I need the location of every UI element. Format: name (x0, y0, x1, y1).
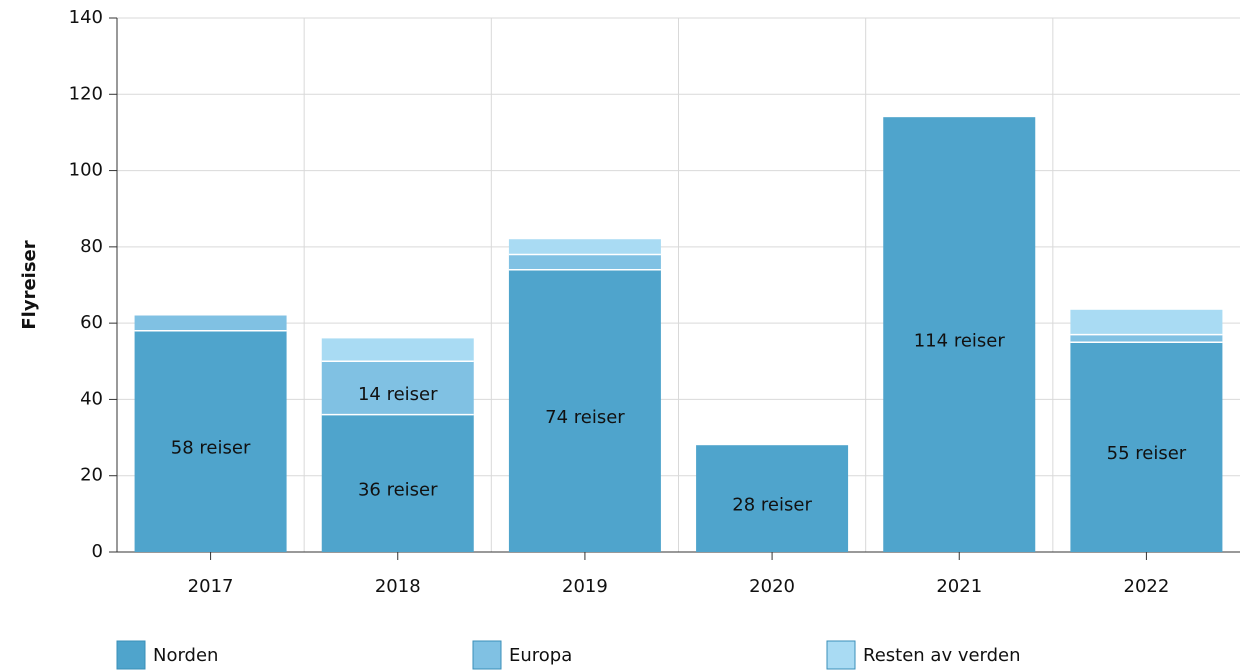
bar-segment (321, 414, 474, 552)
x-tick-label: 2022 (1124, 576, 1170, 597)
data-label: 58 reiser (171, 437, 251, 458)
data-label: 36 reiser (358, 479, 438, 500)
data-label: 55 reiser (1107, 443, 1187, 464)
x-tick-label: 2021 (936, 576, 982, 597)
legend-label: Europa (509, 645, 572, 666)
x-tick-label: 2018 (375, 576, 421, 597)
legend-label: Norden (153, 645, 218, 666)
y-tick-label: 100 (69, 160, 103, 181)
data-label: 114 reiser (914, 331, 1006, 352)
x-tick-label: 2019 (562, 576, 608, 597)
bar-segment (696, 445, 849, 552)
bar-segment (321, 338, 474, 362)
y-tick-label: 60 (80, 312, 103, 333)
legend-swatch (472, 640, 502, 670)
data-label: 74 reiser (545, 407, 625, 428)
bar-segment (134, 330, 287, 552)
legend-swatch (826, 640, 856, 670)
bar-segment (508, 239, 661, 255)
legend-swatch (116, 640, 146, 670)
y-tick-label: 80 (80, 236, 103, 257)
bar-segment (883, 117, 1036, 553)
bar-segment (1070, 342, 1223, 552)
y-tick-label: 40 (80, 388, 103, 409)
y-tick-label: 0 (92, 541, 103, 562)
y-axis-label: Flyreiser (19, 240, 40, 329)
bar-segment (134, 315, 287, 331)
x-tick-label: 2017 (188, 576, 234, 597)
data-label: 28 reiser (732, 495, 812, 516)
bar-segment (508, 254, 661, 270)
y-tick-label: 140 (69, 7, 103, 28)
bar-segment (508, 269, 661, 552)
x-tick-label: 2020 (749, 576, 795, 597)
bar-segment (1070, 334, 1223, 343)
y-tick-label: 20 (80, 465, 103, 486)
y-tick-label: 120 (69, 83, 103, 104)
bar-segment (1070, 309, 1223, 335)
legend-label: Resten av verden (863, 645, 1021, 666)
data-label: 14 reiser (358, 384, 438, 405)
bar-segment (321, 361, 474, 415)
